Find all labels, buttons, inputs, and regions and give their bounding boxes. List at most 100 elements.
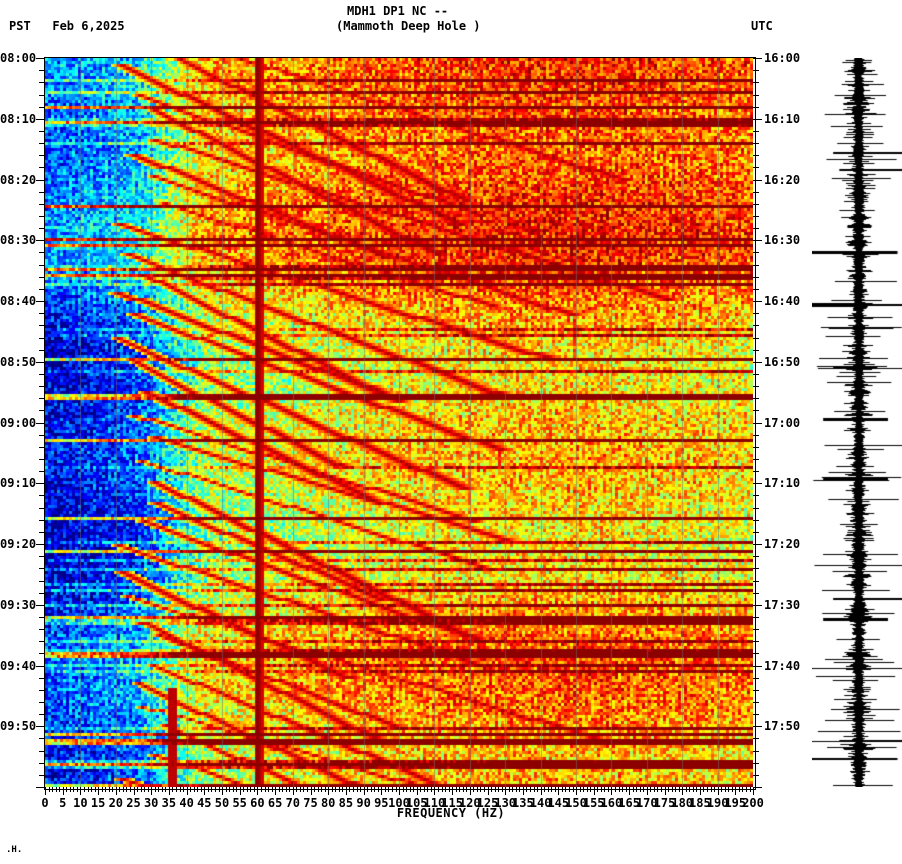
x-major-tick (753, 787, 754, 795)
x-major-tick (558, 787, 560, 795)
x-minor-tick (161, 787, 163, 792)
x-major-tick (576, 787, 577, 795)
x-minor-tick (119, 787, 121, 792)
x-minor-tick (144, 787, 146, 792)
y-left-tick-label: 08:30 (0, 233, 37, 248)
y-left-minor-tick (39, 459, 45, 460)
x-minor-tick (388, 787, 390, 792)
x-minor-tick (83, 787, 85, 792)
x-minor-tick (190, 787, 192, 792)
x-minor-tick (586, 787, 588, 792)
x-tick-label: 140 (529, 796, 552, 810)
x-minor-tick (618, 787, 620, 792)
x-minor-tick (692, 787, 694, 792)
y-left-minor-tick (39, 471, 45, 473)
y-right-minor-tick (753, 288, 759, 290)
x-tick-label: 60 (250, 796, 265, 810)
x-tick-label: 35 (161, 796, 177, 810)
x-major-tick (98, 787, 100, 795)
y-right-tick-label: 17:20 (764, 537, 801, 551)
x-minor-tick (282, 787, 284, 792)
y-right-major-tick (753, 483, 762, 485)
x-minor-tick (218, 787, 220, 792)
y-right-tick-label: 16:20 (764, 172, 801, 187)
x-major-tick (115, 787, 117, 795)
y-right-minor-tick (753, 216, 759, 217)
y-right-major-tick (753, 301, 762, 302)
y-left-minor-tick (39, 531, 45, 533)
x-tick-label: 185 (689, 796, 711, 810)
y-left-minor-tick (39, 641, 45, 643)
x-minor-tick (597, 787, 599, 792)
x-major-tick (381, 787, 383, 795)
x-major-tick (416, 787, 418, 795)
x-minor-tick (406, 787, 408, 792)
x-tick-label: 150 (565, 796, 587, 810)
x-minor-tick (342, 787, 344, 792)
x-minor-tick (515, 787, 517, 792)
x-minor-tick (533, 787, 535, 792)
x-minor-tick (689, 787, 691, 792)
y-right-minor-tick (753, 325, 759, 327)
x-major-tick (469, 787, 471, 795)
x-minor-tick (59, 787, 61, 792)
x-tick-label: 70 (285, 796, 301, 810)
y-right-minor-tick (753, 203, 759, 205)
x-major-tick (310, 787, 312, 795)
x-minor-tick (668, 787, 669, 792)
y-left-tick-label: 08:50 (0, 354, 37, 369)
y-right-tick-label: 17:40 (764, 658, 801, 673)
y-left-major-tick (36, 726, 45, 728)
x-minor-tick (253, 787, 255, 792)
x-minor-tick (544, 787, 546, 792)
y-right-minor-tick (753, 653, 759, 655)
x-minor-tick (356, 787, 358, 792)
x-minor-tick (455, 787, 457, 792)
y-right-minor-tick (753, 495, 759, 497)
x-minor-tick (622, 787, 623, 792)
y-left-minor-tick (39, 519, 45, 521)
x-minor-tick (583, 787, 585, 792)
y-right-minor-tick (753, 714, 759, 716)
x-minor-tick (271, 787, 273, 792)
x-minor-tick (561, 787, 563, 792)
y-left-minor-tick (39, 774, 45, 776)
y-left-tick-label: 09:40 (0, 658, 37, 673)
x-minor-tick (122, 787, 124, 792)
x-minor-tick (707, 787, 708, 792)
x-tick-label: 175 (653, 796, 676, 810)
x-minor-tick (108, 787, 110, 792)
seismogram-trace-panel[interactable] (812, 58, 902, 787)
spectrogram-plot[interactable] (45, 58, 753, 787)
x-minor-tick (207, 787, 209, 792)
x-minor-tick (607, 787, 609, 792)
x-tick-label: 20 (108, 796, 124, 810)
y-right-minor-tick (753, 641, 759, 643)
x-tick-label: 90 (356, 796, 371, 810)
y-left-minor-tick (39, 337, 45, 339)
left-timezone-and-date: PST Feb 6,2025 (9, 19, 125, 33)
x-minor-tick (73, 787, 75, 792)
x-minor-tick (625, 787, 627, 792)
x-minor-tick (264, 787, 266, 792)
x-tick-label: 105 (405, 796, 428, 810)
y-left-minor-tick (39, 629, 45, 630)
x-minor-tick (87, 787, 89, 792)
y-right-tick-label: 16:10 (764, 111, 801, 126)
x-minor-tick (671, 787, 673, 792)
y-right-minor-tick (753, 386, 759, 388)
y-right-minor-tick (753, 252, 759, 254)
y-left-minor-tick (39, 580, 45, 582)
y-left-tick-label: 09:10 (0, 476, 37, 491)
y-right-minor-tick (753, 191, 759, 193)
x-minor-tick (459, 787, 461, 792)
x-minor-tick (714, 787, 716, 792)
y-right-minor-tick (753, 774, 759, 776)
y-left-minor-tick (39, 216, 45, 217)
y-left-minor-tick (39, 82, 45, 84)
y-left-minor-tick (39, 70, 45, 72)
station-subtitle: (Mammoth Deep Hole ) (336, 19, 481, 33)
y-left-minor-tick (39, 155, 45, 157)
x-minor-tick (430, 787, 432, 792)
x-axis-title: FREQUENCY (HZ) (396, 806, 506, 820)
